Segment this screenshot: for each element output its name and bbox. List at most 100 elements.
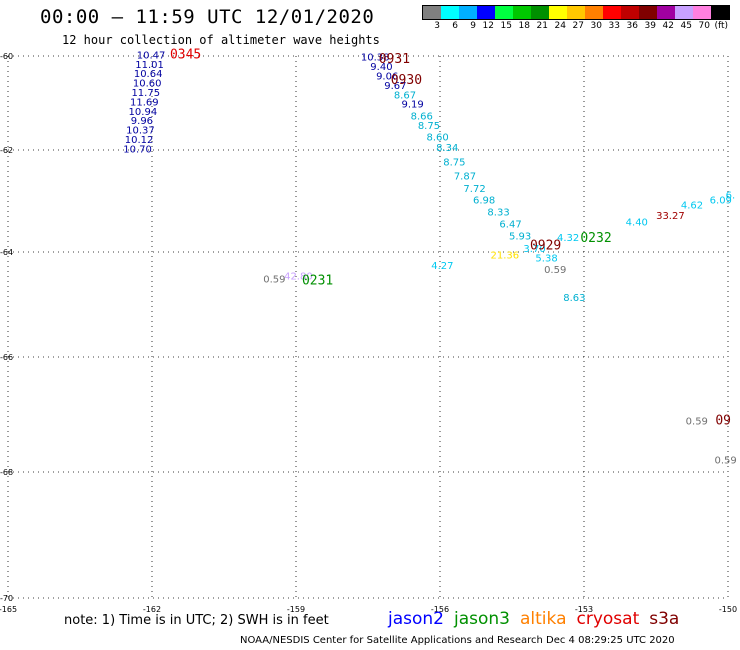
- pass-time-label: 0931: [379, 52, 410, 67]
- legend-swatch: [423, 6, 441, 19]
- swh-label: 11.69: [130, 97, 159, 108]
- swh-label: 4.40: [626, 217, 648, 228]
- swh-label: 3.70: [523, 244, 545, 255]
- satellite-jason3: jason3: [454, 609, 510, 629]
- lon-tick-label: -162: [143, 605, 161, 614]
- lon-tick-label: -150: [719, 605, 737, 614]
- lat-tick-label: -66: [0, 353, 13, 362]
- legend-tick-label: 27: [572, 21, 584, 31]
- swh-label: 10.12: [125, 135, 154, 146]
- legend-swatch: [459, 6, 477, 19]
- legend-tick-label: 42: [662, 21, 674, 31]
- legend-swatch: [567, 6, 585, 19]
- legend-tick-label: 9: [470, 21, 476, 31]
- pass-time-label: 09: [715, 413, 731, 428]
- swh-labels: 10.4711.0110.6410.6011.7511.6910.949.961…: [123, 50, 736, 466]
- satellite-cryosat: cryosat: [576, 609, 640, 629]
- swh-label: 8.75: [418, 121, 440, 132]
- legend-tick-label: 15: [500, 21, 512, 31]
- swh-label: 6.47: [499, 220, 521, 231]
- swh-label: 5.93: [509, 231, 531, 242]
- pass-time-label: 0930: [391, 73, 422, 88]
- legend-tick-label: 6: [452, 21, 458, 31]
- pass-time-label: 0231: [302, 274, 333, 289]
- swh-label: 11.75: [131, 88, 160, 99]
- swh-label: 9.67: [384, 81, 406, 92]
- swh-label: 42.80: [284, 271, 313, 282]
- lat-tick-label: -70: [0, 594, 13, 603]
- legend-swatch: [621, 6, 639, 19]
- legend-swatches: [422, 5, 730, 20]
- swh-label: 6.98: [473, 196, 495, 207]
- satellite-legend: jason2 jason3 altika cryosat s3a: [388, 609, 689, 629]
- swh-label: 8.60: [426, 133, 448, 144]
- page-title: 00:00 – 11:59 UTC 12/01/2020: [40, 6, 375, 28]
- legend-swatch: [585, 6, 603, 19]
- lon-tick-label: -156: [431, 605, 449, 614]
- legend-tick-label: 36: [626, 21, 638, 31]
- lon-tick-label: -153: [575, 605, 593, 614]
- satellite-jason2: jason2: [388, 609, 444, 629]
- swh-label: 8.66: [411, 111, 433, 122]
- lon-tick-label: -159: [287, 605, 305, 614]
- pass-time-label: 0232: [580, 231, 611, 246]
- swh-label: 10.47: [137, 50, 166, 61]
- swh-label: 10.64: [134, 69, 163, 80]
- swh-label: 9.96: [131, 116, 153, 127]
- legend-swatch: [693, 6, 711, 19]
- pass-time-labels: 0345 0931 0930 0929 0232 0231 09: [170, 47, 731, 428]
- swh-label: 0.59: [686, 416, 708, 427]
- lon-tick-label: -165: [0, 605, 17, 614]
- legend-swatch: [513, 6, 531, 19]
- swh-label: 10.94: [129, 107, 158, 118]
- swh-label: 0.59: [263, 274, 285, 285]
- swh-label: 9.19: [402, 100, 424, 111]
- legend-tick-label: (ft): [714, 21, 728, 31]
- legend-tick-label: 12: [482, 21, 494, 31]
- satellite-s3a: s3a: [649, 609, 680, 629]
- legend-tick-label: 30: [590, 21, 602, 31]
- swh-label: 4.27: [431, 261, 453, 272]
- lat-tick-label: -60: [0, 52, 13, 61]
- swh-label: 6.09: [710, 196, 732, 207]
- swh-label: 11.01: [135, 60, 164, 71]
- axis-labels: -165 -162 -159 -156 -153 -150 -60 -62 -64 -66 -68 -…: [0, 52, 737, 614]
- legend-ticks: 3 6 9 12 15 18 21 24 27 30 33 36 39 42 45 70 (ft): [422, 21, 730, 31]
- legend-tick-label: 18: [518, 21, 530, 31]
- swh-label: 7.72: [463, 184, 485, 195]
- swh-label: 7.87: [454, 172, 476, 183]
- swh-label: 4.32: [557, 233, 579, 244]
- page-subtitle: 12 hour collection of altimeter wave hei…: [62, 33, 380, 47]
- legend-tick-label: 3: [434, 21, 440, 31]
- swh-label: 8.63: [563, 293, 585, 304]
- legend-tick-label: 39: [644, 21, 656, 31]
- lat-tick-label: -64: [0, 248, 13, 257]
- swh-label: 6.: [726, 190, 736, 201]
- swh-label: 10.70: [123, 145, 152, 156]
- legend-tick-label: 33: [608, 21, 620, 31]
- swh-label: 5.38: [535, 253, 557, 264]
- lat-tick-label: -62: [0, 146, 13, 155]
- legend-swatch: [711, 6, 729, 19]
- swh-label: 21.36: [490, 250, 519, 261]
- legend-swatch: [477, 6, 495, 19]
- pass-time-label: 0345: [170, 47, 201, 62]
- swh-label: 10.60: [133, 79, 162, 90]
- legend-tick-label: 24: [554, 21, 566, 31]
- swh-label: 0.59: [714, 455, 736, 466]
- swh-label: 0.59: [544, 265, 566, 276]
- legend-swatch: [675, 6, 693, 19]
- swh-label: 8.75: [443, 157, 465, 168]
- swh-label: 8.67: [394, 90, 416, 101]
- legend-tick-label: 70: [698, 21, 710, 31]
- swh-label: 8.33: [487, 207, 509, 218]
- color-legend: 3 6 9 12 15 18 21 24 27 30 33 36 39 42 45 70 (ft): [422, 5, 730, 31]
- legend-swatch: [531, 6, 549, 19]
- swh-label: 10.37: [126, 126, 155, 137]
- pass-time-label: 0929: [530, 238, 561, 253]
- legend-swatch: [639, 6, 657, 19]
- map-grid: [7, 55, 729, 599]
- swh-label: 10.38: [361, 53, 390, 64]
- legend-swatch: [549, 6, 567, 19]
